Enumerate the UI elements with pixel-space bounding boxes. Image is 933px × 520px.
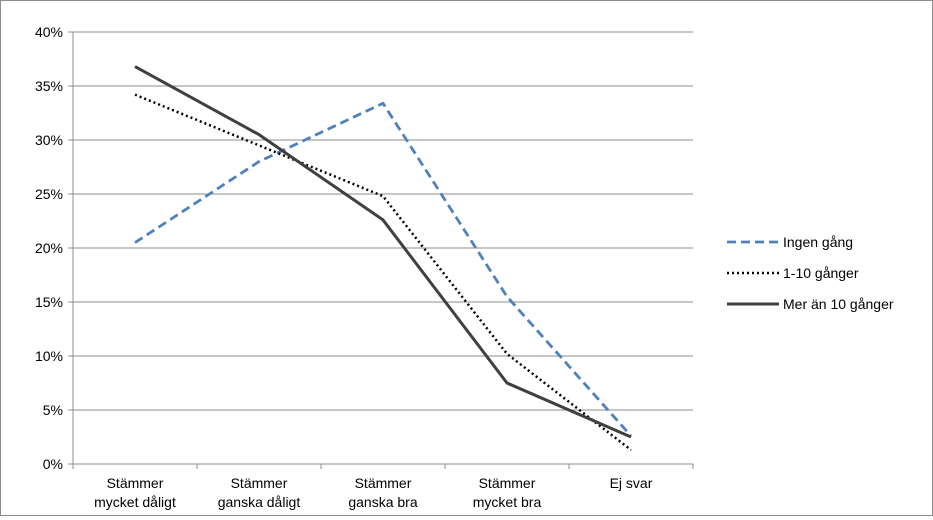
y-tick-label: 25% (35, 186, 63, 202)
x-category-label: Stämmer ganska bra (348, 475, 417, 510)
legend: Ingen gång 1-10 gånger Mer än 10 gånger (727, 234, 894, 312)
y-tick-label: 5% (43, 402, 63, 418)
y-tick-label: 10% (35, 348, 63, 364)
x-category-label-line: Stämmer (479, 475, 536, 491)
x-axis-categories: Stämmer mycket dåligt Stämmer ganska dåligt… (94, 475, 653, 510)
x-category-label-line: Stämmer (107, 475, 164, 491)
y-tick-label: 30% (35, 132, 63, 148)
series-line-2 (135, 95, 631, 450)
x-category-label: Stämmer mycket dåligt (94, 475, 176, 510)
legend-label-1: Ingen gång (783, 234, 853, 250)
x-category-label: Ej svar (610, 475, 653, 491)
x-category-label-line: Stämmer (231, 475, 288, 491)
x-category-label-line: ganska bra (348, 494, 417, 510)
legend-label-3: Mer än 10 gånger (783, 296, 894, 312)
x-category-label-line: Ej svar (610, 475, 653, 491)
y-tick-label: 0% (43, 456, 63, 472)
x-category-label-line: mycket bra (473, 494, 542, 510)
axes (68, 32, 693, 469)
x-category-label: Stämmer mycket bra (473, 475, 542, 510)
y-tick-label: 15% (35, 294, 63, 310)
x-category-label-line: mycket dåligt (94, 494, 176, 510)
legend-label-2: 1-10 gånger (783, 265, 859, 281)
series-line-1 (135, 103, 631, 436)
series-lines (135, 67, 631, 450)
x-category-label-line: ganska dåligt (218, 494, 301, 510)
y-tick-label: 40% (35, 24, 63, 40)
series-line-3 (135, 67, 631, 437)
x-category-label: Stämmer ganska dåligt (218, 475, 301, 510)
x-category-label-line: Stämmer (355, 475, 412, 491)
y-tick-label: 20% (35, 240, 63, 256)
y-axis-ticks: 0% 5% 10% 15% 20% 25% 30% 35% 40% (35, 24, 63, 472)
y-tick-label: 35% (35, 78, 63, 94)
